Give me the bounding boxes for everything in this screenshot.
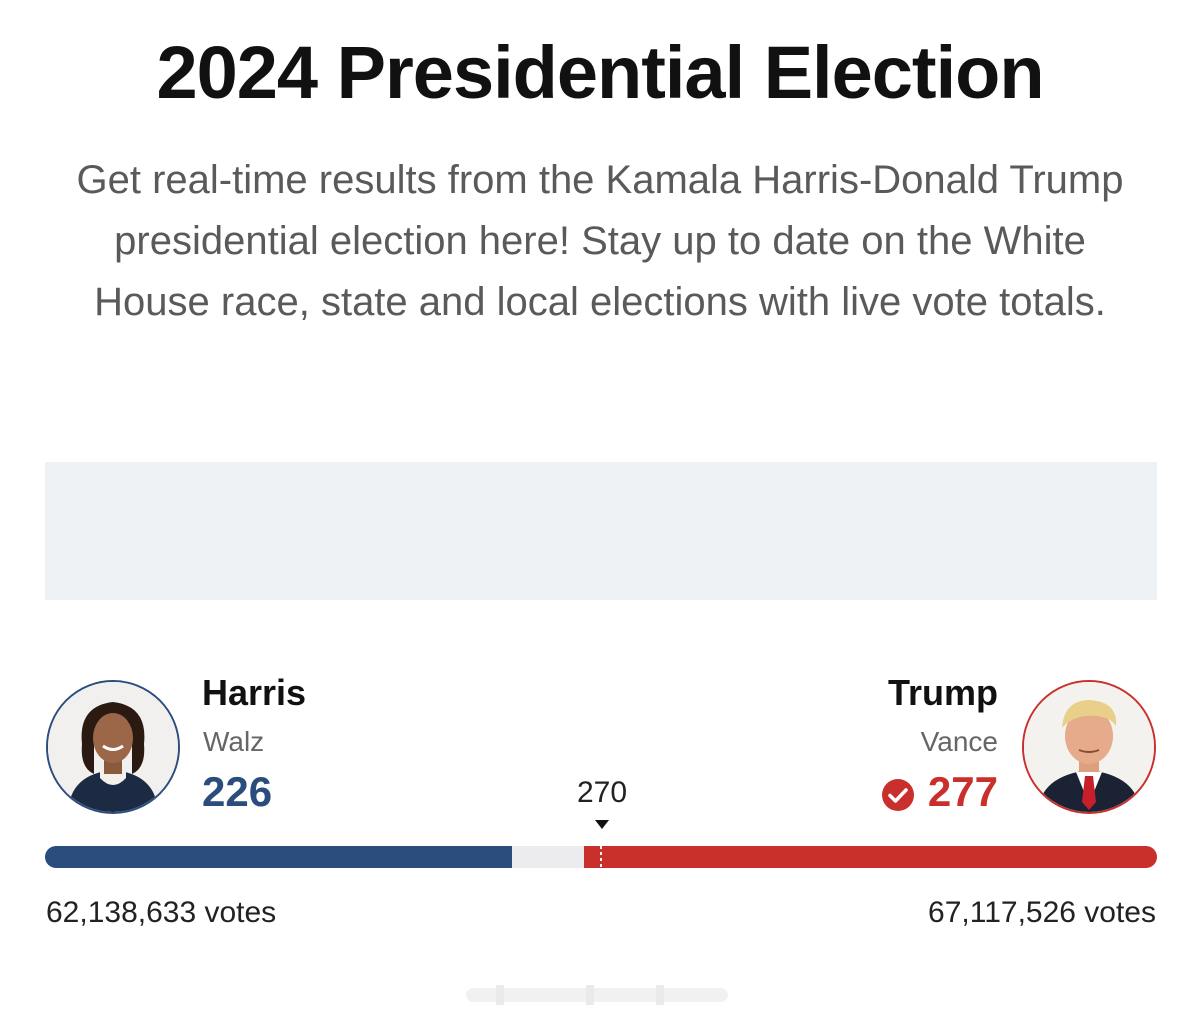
watermark-logo bbox=[466, 985, 728, 1005]
trump-electoral-votes: 277 bbox=[927, 768, 998, 815]
threshold-arrow-icon bbox=[595, 820, 609, 829]
threshold-label: 270 bbox=[576, 776, 628, 809]
harris-name: Harris bbox=[202, 672, 307, 713]
page-title: 2024 Presidential Election bbox=[156, 31, 1044, 114]
trump-avatar[interactable] bbox=[1022, 680, 1156, 814]
harris-popular-votes: 62,138,633 votes bbox=[46, 896, 277, 929]
ad-placeholder bbox=[45, 462, 1157, 600]
harris-running-mate: Walz bbox=[203, 726, 265, 757]
majority-midline bbox=[600, 846, 602, 868]
harris-electoral-votes: 226 bbox=[202, 768, 273, 815]
trump-popular-votes: 67,117,526 votes bbox=[928, 896, 1156, 929]
trump-portrait-icon bbox=[1024, 682, 1154, 812]
trump-name: Trump bbox=[887, 672, 998, 713]
harris-portrait-icon bbox=[48, 682, 178, 812]
check-circle-icon bbox=[882, 779, 914, 811]
electoral-vote-bar bbox=[45, 846, 1157, 868]
trump-running-mate: Vance bbox=[920, 726, 998, 757]
page-subtitle: Get real-time results from the Kamala Ha… bbox=[76, 158, 1124, 324]
trump-bar-fill bbox=[584, 846, 1157, 868]
harris-bar-fill bbox=[45, 846, 513, 868]
harris-avatar[interactable] bbox=[46, 680, 180, 814]
